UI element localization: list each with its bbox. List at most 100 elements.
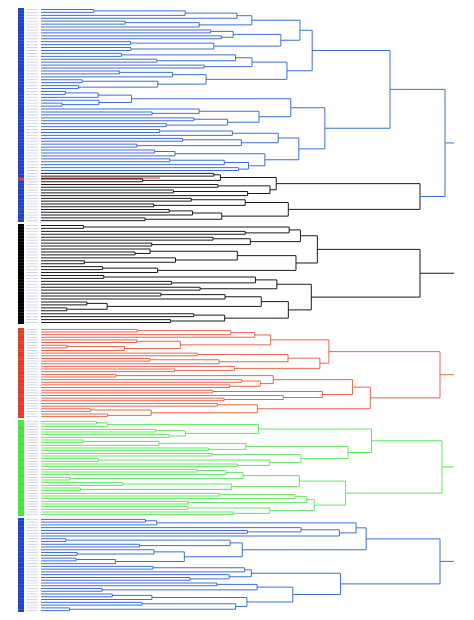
leaf-label-swatch [18,551,24,554]
leaf-tick-label [26,263,38,265]
leaf-label-swatch [18,28,24,32]
leaf-label-swatch [18,113,24,117]
leaf-tick-label [26,269,38,271]
leaf-label-swatch [18,110,24,114]
leaf-tick-label [26,460,38,462]
leaf-tick-label [26,423,38,425]
leaf-label-swatch [18,508,24,511]
leaf-label-swatch [18,592,24,596]
leaf-tick-label [26,117,38,119]
leaf-label-swatch [18,603,24,607]
leaf-tick-label [26,376,38,378]
leaf-tick-label [26,49,38,51]
leaf-tick-label [26,582,38,584]
leaf-tick-label [26,342,38,344]
leaf-tick-label [26,239,38,241]
leaf-label-swatch [18,166,24,170]
leaf-label-swatch [18,378,24,381]
leaf-label-swatch [18,567,24,571]
leaf-label-swatch [18,288,24,292]
leaf-label-swatch [18,333,24,336]
leaf-tick-label [26,574,38,576]
leaf-tick-label [26,274,38,276]
leaf-tick-label [26,195,38,197]
leaf-tick-label [26,203,38,205]
leaf-label-swatch [18,436,24,439]
leaf-tick-label [26,560,38,562]
leaf-label-swatch [18,122,24,126]
leaf-label-swatch [18,297,24,301]
leaf-label-swatch [18,404,24,408]
leaf-tick-label [26,316,38,318]
leaf-label-swatch [18,142,24,146]
leaf-label-swatch [18,92,24,96]
leaf-label-swatch [18,318,24,322]
leaf-label-swatch [18,274,24,277]
leaf-tick-label [26,209,38,210]
leaf-tick-label [26,447,38,449]
leaf-label-swatch [18,54,24,58]
leaf-label-swatch [18,107,24,111]
leaf-label-swatch [18,87,24,90]
leaf-label-swatch [18,587,24,590]
leaf-label-swatch [18,174,24,178]
leaf-tick-label [26,428,38,430]
leaf-label-swatch [18,40,24,44]
leaf-tick-label [26,120,38,122]
leaf-tick-label [26,596,38,598]
leaf-label-swatch [18,494,24,498]
leaf-label-swatch [18,343,24,347]
leaf-label-swatch [18,321,24,324]
leaf-tick-label [26,242,38,244]
leaf-label-strip [18,8,38,612]
leaf-tick-label [26,508,38,510]
leaf-label-swatch [18,294,24,298]
leaf-tick-label [26,402,38,404]
leaf-tick-label [26,131,38,133]
leaf-tick-label [26,292,38,294]
leaf-label-swatch [18,367,24,371]
leaf-tick-label [26,134,38,136]
leaf-label-swatch [18,46,24,49]
leaf-tick-label [26,410,38,412]
leaf-label-swatch [18,309,24,313]
leaf-label-swatch [18,16,24,20]
leaf-tick-label [26,266,38,268]
leaf-tick-label [26,280,38,282]
leaf-tick-label [26,272,38,274]
leaf-tick-label [26,468,38,470]
leaf-label-swatch [18,84,24,88]
leaf-label-swatch [18,600,24,604]
leaf-tick-label [26,466,38,468]
leaf-label-swatch [18,101,24,105]
leaf-label-swatch [18,542,24,546]
leaf-label-swatch [18,433,24,436]
leaf-tick-label [26,220,38,222]
leaf-label-swatch [18,219,24,222]
leaf-label-swatch [18,531,24,535]
leaf-label-swatch [18,208,24,211]
leaf-label-swatch [18,383,24,387]
leaf-tick-label [26,568,38,570]
leaf-tick-label [26,88,38,90]
leaf-label-swatch [18,412,24,416]
leaf-tick-label [26,585,38,587]
leaf-tick-label [26,11,38,13]
leaf-tick-label [26,518,38,520]
leaf-tick-label [26,490,38,492]
leaf-label-swatch [18,346,24,350]
leaf-tick-label [26,529,38,531]
leaf-tick-label [26,590,38,592]
leaf-label-swatch [18,470,24,474]
leaf-tick-label [26,543,38,545]
leaf-tick-label [26,310,38,312]
leaf-tick-label [26,373,38,375]
leaf-tick-label [26,458,38,460]
leaf-tick-label [26,610,38,612]
leaf-tick-label [26,395,38,396]
leaf-label-swatch [18,444,24,447]
leaf-label-swatch [18,484,24,487]
leaf-tick-label [26,500,38,502]
leaf-tick-label [26,426,38,428]
